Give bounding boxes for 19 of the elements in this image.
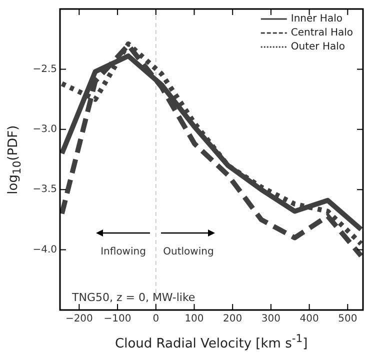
legend-label: Outer Halo — [290, 42, 345, 53]
x-tick-label: −200 — [65, 314, 93, 325]
x-tick-label: 200 — [223, 314, 242, 325]
x-tick-label: 500 — [338, 314, 358, 325]
x-tick-label: 0 — [152, 314, 160, 325]
y-tick-label: −3.5 — [32, 184, 57, 196]
x-tick-label: 100 — [184, 314, 204, 325]
x-tick-label: 400 — [300, 314, 319, 325]
x-tick-label: 300 — [261, 314, 280, 325]
annotation: Outlowing — [163, 246, 214, 258]
legend-label: Central Halo — [290, 28, 354, 39]
y-tick-label: −3.0 — [32, 124, 57, 135]
y-tick-label: −2.5 — [32, 64, 57, 75]
annotation: Inflowing — [100, 246, 146, 258]
legend-label: Inner Halo — [290, 14, 342, 25]
x-tick-label: −100 — [104, 314, 132, 325]
annotation: TNG50, z = 0, MW-like — [72, 291, 196, 304]
x-axis-title: Cloud Radial Velocity [km s$^{-1}$] — [115, 332, 308, 352]
y-tick-label: −4.0 — [32, 244, 57, 256]
